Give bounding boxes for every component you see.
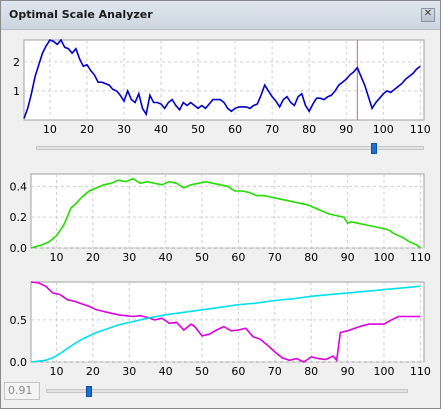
x-tick-label: 20 bbox=[86, 251, 100, 264]
grid-layer bbox=[24, 40, 424, 120]
x-tick-label: 40 bbox=[159, 251, 173, 264]
x-tick-label: 60 bbox=[231, 365, 245, 378]
x-tick-label: 80 bbox=[304, 251, 318, 264]
x-tick-label: 70 bbox=[268, 251, 282, 264]
ratio-chart: 10 20 30 40 50 60 70 80 90 100 110 0.0 0.2 0.4 bbox=[10, 173, 431, 264]
x-tick-label: 110 bbox=[410, 365, 431, 378]
y-tick-label: 1 bbox=[13, 85, 20, 98]
threshold-slider-thumb[interactable] bbox=[86, 386, 93, 397]
title-bar[interactable]: Optimal Scale Analyzer ✕ bbox=[1, 1, 440, 30]
grid-layer bbox=[31, 174, 424, 249]
series-line bbox=[30, 285, 421, 363]
y-tick-labels: 0.0 0.5 bbox=[10, 314, 28, 369]
x-tick-label: 50 bbox=[195, 365, 209, 378]
scale-slider-thumb[interactable] bbox=[370, 143, 377, 154]
close-button[interactable]: ✕ bbox=[421, 8, 435, 22]
x-tick-label: 90 bbox=[339, 123, 353, 136]
x-tick-labels: 10 20 30 40 50 60 70 80 90 100 110 bbox=[43, 123, 431, 136]
x-tick-labels: 10 20 30 40 50 60 70 80 90 100 110 bbox=[49, 365, 430, 378]
x-tick-label: 110 bbox=[410, 123, 431, 136]
x-tick-labels: 10 20 30 40 50 60 70 80 90 100 110 bbox=[49, 251, 430, 264]
x-tick-label: 60 bbox=[228, 123, 242, 136]
window-title: Optimal Scale Analyzer bbox=[9, 8, 153, 21]
y-tick-label: 2 bbox=[13, 56, 20, 69]
y-tick-label: 0.0 bbox=[10, 242, 28, 255]
x-tick-label: 60 bbox=[231, 251, 245, 264]
x-tick-label: 20 bbox=[80, 123, 94, 136]
x-tick-label: 30 bbox=[117, 123, 131, 136]
x-tick-label: 40 bbox=[159, 365, 173, 378]
plot-area bbox=[30, 281, 425, 363]
x-tick-label: 100 bbox=[373, 123, 394, 136]
y-tick-labels: 0.0 0.2 0.4 bbox=[10, 180, 28, 255]
series-line bbox=[23, 38, 421, 119]
x-tick-label: 100 bbox=[373, 251, 394, 264]
overlap-chart: 10 20 30 40 50 60 70 80 90 100 110 0.0 0.5 bbox=[10, 281, 431, 378]
x-tick-label: 50 bbox=[191, 123, 205, 136]
y-tick-label: 0.2 bbox=[10, 211, 28, 224]
x-tick-label: 90 bbox=[341, 251, 355, 264]
plot-area bbox=[30, 173, 425, 249]
x-tick-label: 80 bbox=[304, 365, 318, 378]
x-tick-label: 10 bbox=[49, 365, 63, 378]
y-tick-labels: 12 bbox=[13, 56, 20, 98]
x-tick-label: 100 bbox=[373, 365, 394, 378]
y-tick-label: 0.0 bbox=[10, 356, 28, 369]
scale-chart: 10 20 30 40 50 60 70 80 90 100 110 12 bbox=[13, 38, 431, 136]
scale-slider-track[interactable] bbox=[36, 146, 424, 150]
x-tick-label: 20 bbox=[86, 365, 100, 378]
threshold-value-field[interactable]: 0.91 bbox=[4, 382, 40, 400]
x-tick-label: 30 bbox=[122, 365, 136, 378]
series-line bbox=[30, 177, 421, 249]
x-tick-label: 110 bbox=[410, 251, 431, 264]
plot-area bbox=[23, 39, 425, 121]
grid-layer bbox=[31, 282, 424, 363]
x-tick-label: 80 bbox=[302, 123, 316, 136]
x-tick-label: 40 bbox=[154, 123, 168, 136]
x-tick-label: 70 bbox=[265, 123, 279, 136]
x-tick-label: 90 bbox=[341, 365, 355, 378]
series-line bbox=[30, 281, 421, 363]
x-tick-label: 10 bbox=[49, 251, 63, 264]
x-tick-label: 10 bbox=[43, 123, 57, 136]
x-tick-label: 70 bbox=[268, 365, 282, 378]
threshold-slider-track[interactable] bbox=[46, 389, 408, 393]
x-tick-label: 30 bbox=[122, 251, 136, 264]
y-tick-label: 0.4 bbox=[10, 180, 28, 193]
y-tick-label: 0.5 bbox=[10, 314, 28, 327]
close-icon: ✕ bbox=[423, 8, 433, 19]
x-tick-label: 50 bbox=[195, 251, 209, 264]
